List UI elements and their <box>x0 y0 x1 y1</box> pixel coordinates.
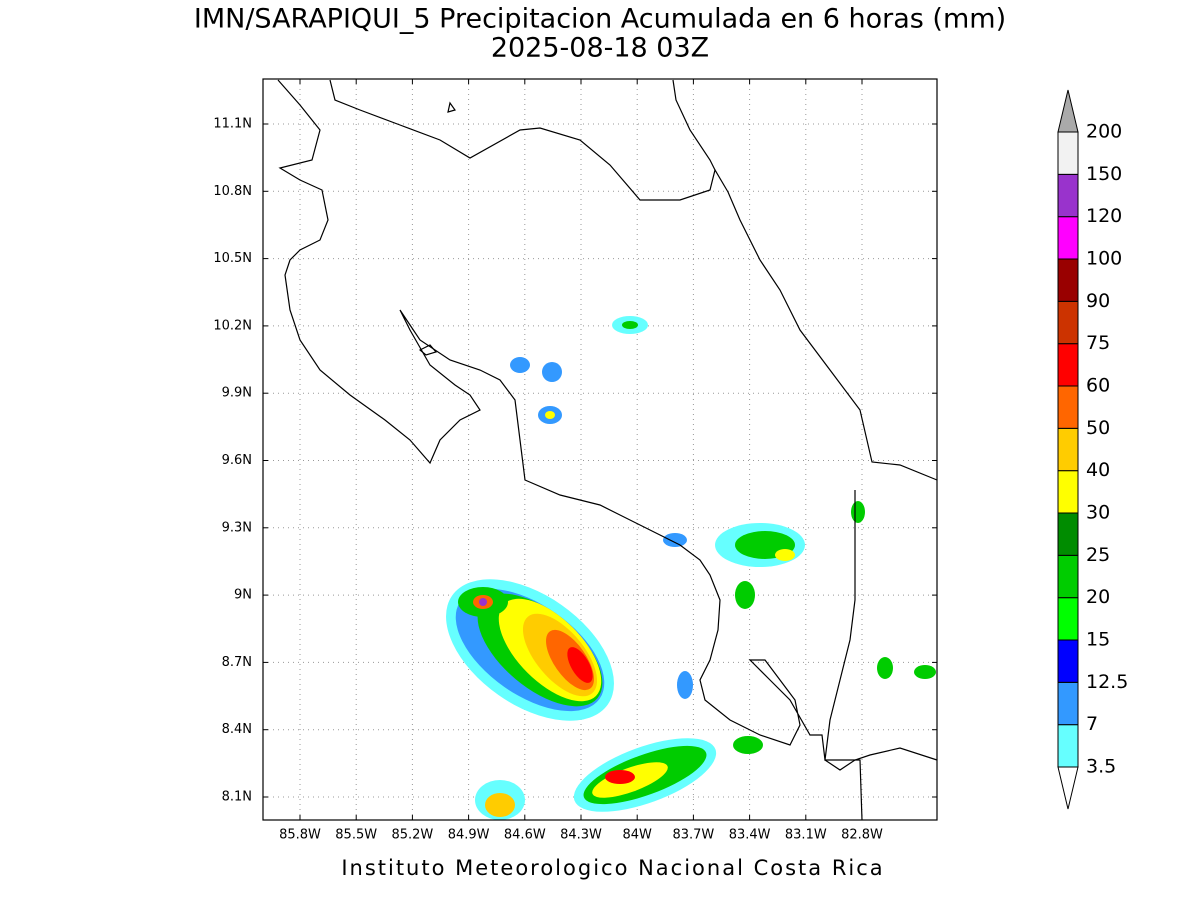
y-tick-label: 11.1N <box>213 117 252 132</box>
colorbar-under <box>1057 766 1079 810</box>
colorbar-label: 120 <box>1086 205 1122 227</box>
axes: 85.8W 85.5W 85.2W 84.9W 84.6W 84.3W 84W 83.7W 83… <box>213 79 937 843</box>
y-tick-label: 8.7N <box>222 655 252 670</box>
colorbar-label: 150 <box>1086 163 1122 185</box>
colorbar-swatch <box>1057 724 1079 768</box>
footer: Instituto Meteorologico Nacional Costa R… <box>341 856 884 880</box>
colorbar-swatch <box>1057 427 1079 472</box>
colorbar-swatch <box>1057 681 1079 726</box>
colorbar-label: 12.5 <box>1086 671 1128 693</box>
colorbar-swatch <box>1057 554 1079 599</box>
colorbar-swatch <box>1057 173 1079 218</box>
colorbar-swatch <box>1057 597 1079 641</box>
colorbar: 3.5 7 12.5 15 20 25 30 40 50 60 75 90 100 120 150 200 <box>1057 89 1128 810</box>
colorbar-swatch <box>1057 639 1079 683</box>
x-tick-label: 84W <box>622 828 652 843</box>
x-tick-label: 85.5W <box>335 828 377 843</box>
x-tick-label: 82.8W <box>841 828 883 843</box>
y-tick-label: 10.2N <box>213 318 252 333</box>
colorbar-label: 75 <box>1086 332 1110 354</box>
colorbar-swatch <box>1057 258 1079 302</box>
colorbar-label: 20 <box>1086 586 1110 608</box>
colorbar-swatch <box>1057 343 1079 387</box>
y-tick-label: 9.3N <box>222 520 252 535</box>
colorbar-label: 15 <box>1086 629 1110 651</box>
x-tick-label: 83.1W <box>785 828 827 843</box>
colorbar-label: 60 <box>1086 375 1110 397</box>
y-tick-label: 9N <box>234 588 252 603</box>
colorbar-label: 90 <box>1086 290 1110 312</box>
colorbar-label: 30 <box>1086 502 1110 524</box>
y-tick-label: 8.1N <box>222 790 252 805</box>
y-tick-label: 9.9N <box>222 386 252 401</box>
x-tick-label: 83.4W <box>729 828 771 843</box>
y-tick-label: 10.8N <box>213 184 252 199</box>
coastline <box>277 79 938 821</box>
title: IMN/SARAPIQUI_5 Precipitacion Acumulada … <box>194 4 1006 35</box>
colorbar-label: 7 <box>1086 713 1098 735</box>
colorbar-label: 50 <box>1086 417 1110 439</box>
grid <box>263 79 937 820</box>
subtitle: 2025-08-18 03Z <box>491 33 709 64</box>
colorbar-swatch <box>1057 216 1079 260</box>
y-tick-label: 8.4N <box>222 722 252 737</box>
colorbar-swatch <box>1057 385 1079 429</box>
colorbar-label: 25 <box>1086 544 1110 566</box>
map-frame <box>262 78 938 821</box>
colorbar-label: 3.5 <box>1086 756 1116 778</box>
y-tick-label: 9.6N <box>222 453 252 468</box>
colorbar-label: 40 <box>1086 459 1110 481</box>
y-tick-label: 10.5N <box>213 251 252 266</box>
x-tick-label: 83.7W <box>672 828 714 843</box>
colorbar-swatch <box>1057 300 1079 345</box>
colorbar-swatch <box>1057 470 1079 514</box>
x-tick-label: 84.9W <box>448 828 490 843</box>
precipitation <box>446 316 936 820</box>
x-tick-label: 84.3W <box>560 828 602 843</box>
x-tick-label: 84.6W <box>504 828 546 843</box>
colorbar-label: 200 <box>1086 121 1122 143</box>
colorbar-swatch <box>1057 131 1079 175</box>
x-tick-label: 85.8W <box>279 828 321 843</box>
colorbar-label: 100 <box>1086 248 1122 270</box>
colorbar-over <box>1057 89 1079 133</box>
map-area <box>262 78 938 821</box>
colorbar-swatch <box>1057 512 1079 556</box>
x-tick-label: 85.2W <box>391 828 433 843</box>
